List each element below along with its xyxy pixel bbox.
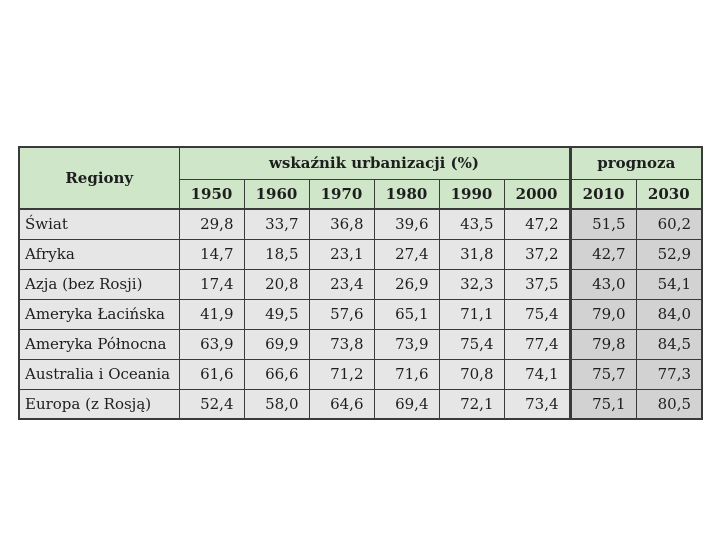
forecast-cell: 75,1 <box>568 388 637 420</box>
value-cell: 77,4 <box>503 328 571 360</box>
forecast-cell: 54,1 <box>635 268 703 300</box>
region-cell: Afryka <box>18 238 180 270</box>
forecast-cell: 84,5 <box>635 328 703 360</box>
value-cell: 63,9 <box>178 328 245 360</box>
value-cell: 52,4 <box>178 388 245 420</box>
table-row: Ameryka Łacińska 41,9 49,5 57,6 65,1 71,1 75,4… <box>18 298 703 330</box>
urbanization-group-header: wskaźnik urbanizacji (%) <box>178 146 571 180</box>
region-cell: Australia i Oceania <box>18 358 180 390</box>
forecast-cell: 84,0 <box>635 298 703 330</box>
forecast-year-header: 2030 <box>635 178 703 210</box>
region-cell: Azja (bez Rosji) <box>18 268 180 300</box>
region-cell: Ameryka Łacińska <box>18 298 180 330</box>
header-row-years: 1950 1960 1970 1980 1990 2000 2010 2030 <box>19 178 703 210</box>
forecast-cell: 75,7 <box>568 358 637 390</box>
table-row: Europa (z Rosją) 52,4 58,0 64,6 69,4 72,1 73,4… <box>18 388 703 420</box>
value-cell: 23,4 <box>308 268 375 300</box>
forecast-cell: 79,0 <box>568 298 637 330</box>
year-header: 1980 <box>373 178 440 210</box>
value-cell: 58,0 <box>243 388 310 420</box>
value-cell: 20,8 <box>243 268 310 300</box>
year-header: 1960 <box>243 178 310 210</box>
forecast-year-header: 2010 <box>568 178 637 210</box>
value-cell: 73,9 <box>373 328 440 360</box>
forecast-cell: 42,7 <box>568 238 637 270</box>
value-cell: 47,2 <box>503 208 571 240</box>
value-cell: 72,1 <box>438 388 505 420</box>
forecast-group-header: prognoza <box>568 146 703 180</box>
value-cell: 71,6 <box>373 358 440 390</box>
value-cell: 37,5 <box>503 268 571 300</box>
value-cell: 73,4 <box>503 388 571 420</box>
value-cell: 17,4 <box>178 268 245 300</box>
value-cell: 37,2 <box>503 238 571 270</box>
value-cell: 36,8 <box>308 208 375 240</box>
value-cell: 57,6 <box>308 298 375 330</box>
value-cell: 74,1 <box>503 358 571 390</box>
value-cell: 69,9 <box>243 328 310 360</box>
table-row: Świat 29,8 33,7 36,8 39,6 43,5 47,2 51,5 60,2 <box>18 208 703 240</box>
year-header: 2000 <box>503 178 571 210</box>
value-cell: 49,5 <box>243 298 310 330</box>
value-cell: 71,1 <box>438 298 505 330</box>
forecast-cell: 51,5 <box>568 208 637 240</box>
value-cell: 18,5 <box>243 238 310 270</box>
forecast-cell: 60,2 <box>635 208 703 240</box>
value-cell: 31,8 <box>438 238 505 270</box>
value-cell: 70,8 <box>438 358 505 390</box>
table-body: Świat 29,8 33,7 36,8 39,6 43,5 47,2 51,5 60,2 Afr… <box>18 208 703 420</box>
value-cell: 75,4 <box>503 298 571 330</box>
year-header: 1990 <box>438 178 505 210</box>
value-cell: 33,7 <box>243 208 310 240</box>
region-cell: Europa (z Rosją) <box>18 388 180 420</box>
value-cell: 32,3 <box>438 268 505 300</box>
urbanization-table: Regiony wskaźnik urbanizacji (%) prognoz… <box>18 146 704 420</box>
value-cell: 27,4 <box>373 238 440 270</box>
region-column-header: Regiony <box>18 146 180 210</box>
table-row: Afryka 14,7 18,5 23,1 27,4 31,8 37,2 42,7 52,9 <box>18 238 703 270</box>
region-cell: Ameryka Północna <box>18 328 180 360</box>
table-row: Australia i Oceania 61,6 66,6 71,2 71,6 70,8 7… <box>18 358 703 390</box>
value-cell: 29,8 <box>178 208 245 240</box>
forecast-cell: 79,8 <box>568 328 637 360</box>
value-cell: 23,1 <box>308 238 375 270</box>
value-cell: 71,2 <box>308 358 375 390</box>
value-cell: 39,6 <box>373 208 440 240</box>
value-cell: 61,6 <box>178 358 245 390</box>
value-cell: 64,6 <box>308 388 375 420</box>
value-cell: 73,8 <box>308 328 375 360</box>
forecast-cell: 52,9 <box>635 238 703 270</box>
forecast-cell: 80,5 <box>635 388 703 420</box>
value-cell: 75,4 <box>438 328 505 360</box>
header-row-group: Regiony wskaźnik urbanizacji (%) prognoz… <box>18 146 703 210</box>
forecast-cell: 77,3 <box>635 358 703 390</box>
value-cell: 43,5 <box>438 208 505 240</box>
value-cell: 14,7 <box>178 238 245 270</box>
year-header: 1950 <box>178 178 245 210</box>
table-row: Ameryka Północna 63,9 69,9 73,8 73,9 75,4 77,4… <box>18 328 703 360</box>
value-cell: 65,1 <box>373 298 440 330</box>
value-cell: 26,9 <box>373 268 440 300</box>
value-cell: 69,4 <box>373 388 440 420</box>
table-row: Azja (bez Rosji) 17,4 20,8 23,4 26,9 32,3 37,5… <box>18 268 703 300</box>
region-cell: Świat <box>18 208 180 240</box>
year-header: 1970 <box>308 178 375 210</box>
forecast-cell: 43,0 <box>568 268 637 300</box>
value-cell: 66,6 <box>243 358 310 390</box>
value-cell: 41,9 <box>178 298 245 330</box>
